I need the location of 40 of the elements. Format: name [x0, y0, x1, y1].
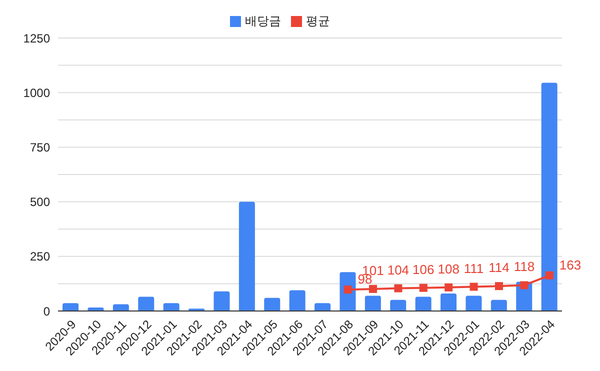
bar — [390, 300, 406, 311]
point — [394, 284, 402, 292]
data-label: 118 — [514, 259, 535, 274]
data-label: 108 — [438, 261, 460, 276]
y-tick-label: 1000 — [23, 86, 50, 100]
bar — [314, 303, 331, 311]
data-label: 114 — [488, 260, 510, 276]
legend-label: 배당금 — [245, 14, 281, 28]
point — [344, 286, 352, 294]
bar — [364, 296, 381, 311]
bar — [490, 300, 507, 311]
point — [369, 284, 377, 293]
y-tick-label: 250 — [30, 250, 50, 264]
y-tick-label: 500 — [30, 195, 50, 210]
y-tick-label: 1250 — [23, 31, 50, 46]
point — [545, 271, 554, 280]
point — [520, 281, 528, 290]
data-label: 106 — [412, 262, 434, 277]
data-label: 104 — [387, 262, 410, 278]
bar — [440, 294, 457, 311]
bar — [238, 202, 255, 311]
bar — [264, 298, 280, 311]
point — [444, 283, 453, 292]
bar — [214, 291, 230, 311]
bar — [112, 304, 129, 311]
bar — [541, 82, 558, 311]
bar — [289, 290, 306, 311]
bar — [138, 296, 154, 311]
point — [470, 282, 478, 291]
bar — [415, 296, 432, 311]
data-label: 111 — [464, 260, 484, 276]
point — [495, 282, 503, 290]
data-label: 163 — [559, 257, 582, 272]
bar — [62, 303, 79, 311]
bar — [163, 303, 180, 311]
point — [419, 284, 428, 292]
bar — [466, 296, 482, 311]
legend-label: 평균 — [306, 14, 330, 28]
y-tick-label: 750 — [30, 140, 50, 154]
y-tick-label: 0 — [43, 304, 50, 318]
